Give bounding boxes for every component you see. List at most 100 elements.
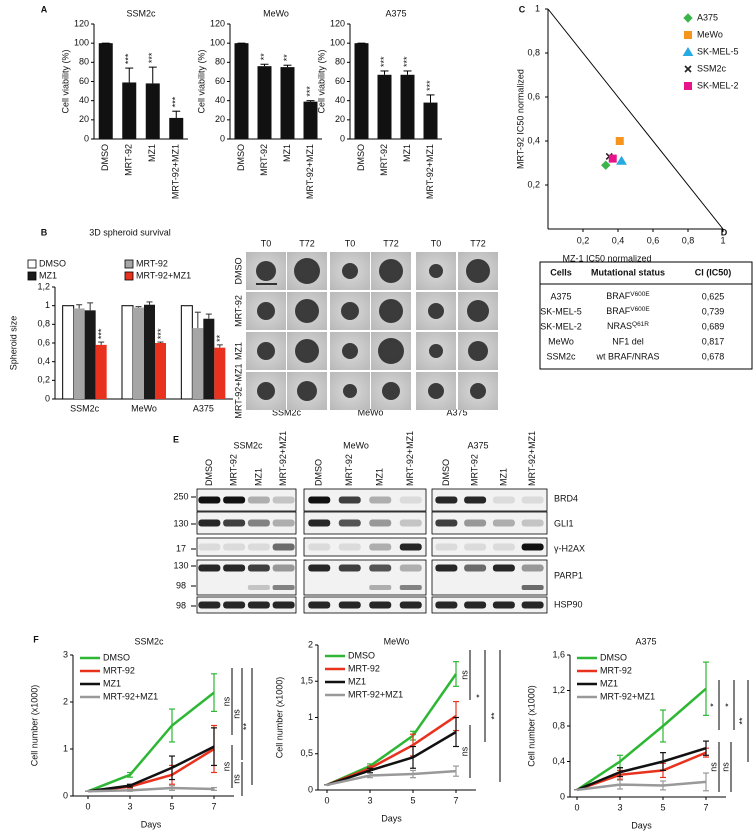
x-tick-label: 0,2 [577, 235, 590, 245]
significance: ns [459, 670, 469, 680]
table-cell: 0,625 [702, 291, 725, 301]
lane-label: MRT-92 [344, 454, 354, 486]
legend-label: MZ1 [600, 678, 618, 688]
legend-label: MRT-92+MZ1 [348, 689, 403, 699]
table-cell: A375 [550, 291, 571, 301]
band [521, 543, 544, 551]
y-tick-label: 1 [45, 300, 50, 310]
y-tick-label: 0,4 [527, 135, 540, 145]
y-tick-label: 0,8 [37, 319, 50, 329]
band [369, 601, 392, 609]
y-tick-label: 2 [63, 696, 68, 706]
variant: V600E [630, 291, 650, 298]
band [521, 496, 544, 504]
group-label: A375 [467, 440, 488, 450]
y-tick-label: 0 [63, 790, 68, 800]
band [521, 564, 544, 572]
table-cell: BRAFV600E [606, 306, 650, 317]
x-tick-label: DMSO [100, 144, 110, 171]
y-tick-label: 0,4 [37, 356, 50, 366]
band [338, 496, 361, 504]
spheroid [297, 381, 317, 401]
legend-label: MRT-92 [600, 665, 632, 675]
band [247, 585, 270, 590]
spheroid [379, 299, 403, 323]
band [521, 601, 544, 609]
legend-label: MZ1 [39, 270, 57, 280]
variant: Q61R [632, 321, 649, 328]
y-tick-label: 80 [335, 57, 345, 67]
band [338, 543, 361, 551]
marker [615, 137, 624, 145]
spheroid [467, 300, 489, 322]
band [369, 564, 392, 572]
x-axis-label: MZ-1 IC50 normalized [562, 253, 651, 263]
band [223, 543, 246, 551]
x-tick-label: MeWo [131, 403, 157, 413]
spheroid [428, 383, 444, 399]
band [492, 601, 515, 609]
bar [169, 117, 184, 139]
y-tick-label: 20 [335, 114, 345, 124]
y-tick-label: 0,8 [552, 720, 565, 730]
y-tick-label: 0 [220, 133, 225, 143]
x-tick-label: DMSO [236, 144, 246, 171]
significance: *** [425, 80, 435, 91]
bar [144, 304, 155, 399]
y-tick-label: 1,6 [552, 649, 565, 659]
marker [683, 13, 693, 23]
x-tick-label: MRT-92 [259, 144, 269, 176]
band [247, 543, 270, 551]
band [223, 564, 246, 572]
bar [203, 318, 215, 399]
mw-marker: 98 [176, 600, 186, 610]
lane-label: DMSO [314, 459, 324, 486]
y-tick-label: 80 [79, 57, 89, 67]
legend-label: MRT-92 [348, 663, 380, 673]
significance: * [708, 703, 718, 707]
panel-label: F [33, 634, 39, 644]
marker [682, 47, 694, 56]
panel-label: A [41, 4, 48, 14]
band [521, 519, 544, 527]
lane-label: MZ1 [375, 468, 385, 486]
band [338, 564, 361, 572]
band [308, 601, 331, 609]
band [272, 543, 295, 551]
y-tick-label: 40 [335, 95, 345, 105]
bar [303, 101, 318, 139]
column-label: T0 [431, 238, 442, 248]
marker [601, 160, 611, 170]
significance: * [723, 703, 733, 707]
band [435, 564, 458, 572]
legend-swatch [124, 259, 134, 269]
y-tick-label: 0,6 [37, 337, 50, 347]
legend-label: MRT-92 [103, 665, 135, 675]
x-tick-label: A375 [193, 403, 214, 413]
bar [423, 102, 438, 139]
y-tick-label: 40 [79, 95, 89, 105]
x-tick-label: MRT-92+MZ1 [305, 144, 315, 199]
band [435, 496, 458, 504]
spheroid [257, 342, 275, 360]
band [464, 564, 487, 572]
table-cell: MeWo [548, 336, 574, 346]
group-label: MeWo [358, 407, 384, 417]
marker [684, 82, 692, 90]
x-tick-label: DMSO [356, 144, 366, 171]
y-tick-label: 60 [79, 76, 89, 86]
y-tick-label: 0 [84, 133, 89, 143]
significance: ns [720, 762, 730, 772]
y-tick-label: 20 [79, 114, 89, 124]
y-axis-label: Cell viability (%) [196, 49, 206, 113]
bar [257, 66, 272, 139]
legend-label: MZ1 [348, 676, 366, 686]
y-tick-label: 100 [330, 38, 345, 48]
bar [234, 43, 249, 139]
legend-label: MRT-92+MZ1 [600, 691, 655, 701]
series-line [87, 745, 215, 793]
table-cell: NRASQ61R [607, 321, 649, 332]
band [435, 519, 458, 527]
band [464, 601, 487, 609]
